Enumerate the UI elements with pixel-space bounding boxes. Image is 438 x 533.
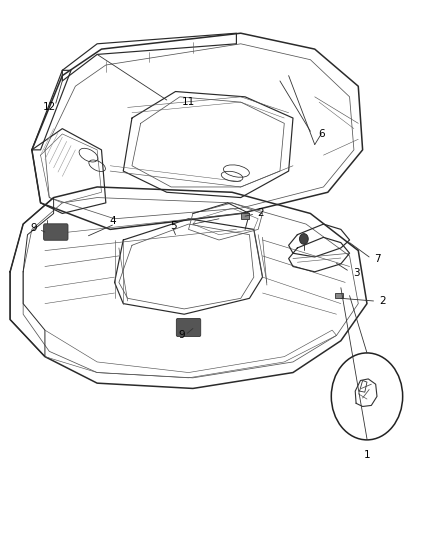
Text: 1: 1 (364, 450, 370, 460)
Text: 7: 7 (374, 254, 381, 263)
FancyBboxPatch shape (335, 293, 343, 298)
Text: 6: 6 (318, 129, 325, 139)
FancyBboxPatch shape (241, 214, 249, 219)
Text: 2: 2 (379, 296, 385, 306)
Text: 5: 5 (170, 221, 177, 231)
Circle shape (331, 353, 403, 440)
Text: 11: 11 (182, 97, 195, 107)
FancyBboxPatch shape (177, 318, 201, 336)
Text: 9: 9 (31, 223, 37, 233)
Text: 9: 9 (179, 330, 185, 341)
Circle shape (300, 233, 308, 244)
Text: 12: 12 (42, 102, 56, 112)
Text: 2: 2 (257, 208, 264, 219)
Text: 4: 4 (109, 216, 116, 226)
Text: 3: 3 (353, 269, 360, 278)
FancyBboxPatch shape (44, 224, 68, 240)
